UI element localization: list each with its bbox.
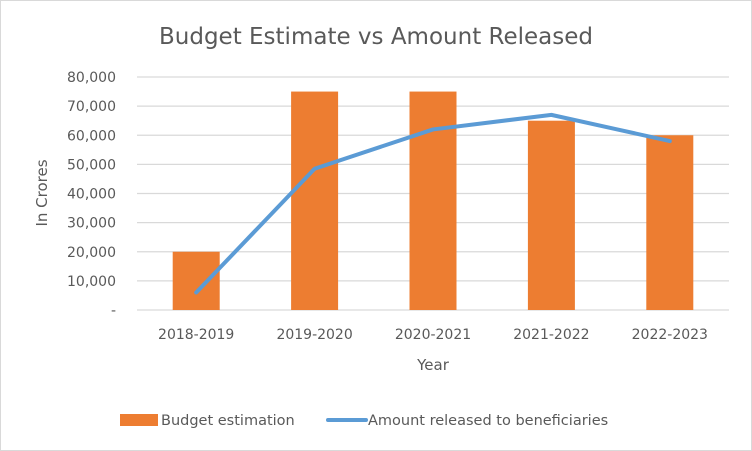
y-axis-ticks: - 10,000 20,000 30,000 40,000 50,000 60,000 70,…: [67, 70, 116, 319]
bar-budget-estimation: [409, 91, 457, 310]
y-tick-label: 40,000: [67, 187, 116, 203]
x-tick-label: 2018-2019: [158, 327, 234, 343]
y-tick-label: 10,000: [67, 274, 116, 290]
legend-label-budget: Budget estimation: [161, 413, 295, 429]
x-tick-label: 2022-2023: [632, 327, 708, 343]
y-tick-label: -: [111, 303, 116, 319]
legend: Budget estimation Amount released to bene…: [120, 413, 608, 429]
bars: [172, 91, 694, 310]
bar-budget-estimation: [527, 120, 575, 310]
y-tick-label: 80,000: [67, 70, 116, 86]
y-tick-label: 30,000: [67, 216, 116, 232]
y-tick-label: 70,000: [67, 99, 116, 115]
y-axis-label: In Crores: [33, 159, 51, 226]
legend-swatch-budget: [120, 414, 158, 426]
y-tick-label: 50,000: [67, 157, 116, 173]
legend-label-amount: Amount released to beneficiaries: [368, 413, 608, 429]
chart-title: Budget Estimate vs Amount Released: [159, 24, 593, 50]
bar-budget-estimation: [646, 135, 694, 310]
x-tick-label: 2020-2021: [395, 327, 471, 343]
y-tick-label: 20,000: [67, 245, 116, 261]
line-series: [194, 112, 672, 295]
y-tick-label: 60,000: [67, 128, 116, 144]
x-tick-label: 2021-2022: [513, 327, 589, 343]
x-axis-label: Year: [416, 356, 450, 374]
x-tick-label: 2019-2020: [276, 327, 352, 343]
bar-budget-estimation: [291, 91, 339, 310]
bar-budget-estimation: [172, 251, 220, 310]
x-axis-ticks: 2018-2019 2019-2020 2020-2021 2021-2022 2022…: [158, 327, 708, 343]
